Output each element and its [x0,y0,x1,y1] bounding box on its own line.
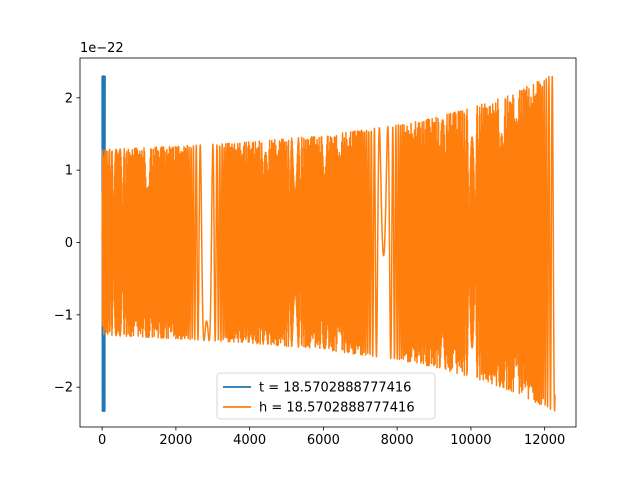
x-tick-label: 6000 [307,433,340,448]
x-tick-label: 2000 [159,433,192,448]
legend-box [216,372,436,420]
y-tick-label: 1 [65,164,73,179]
x-tick-label: 12000 [524,433,565,448]
x-tick-label: 4000 [233,433,266,448]
y-tick-label: 2 [65,91,73,106]
y-tick-label: −2 [54,381,73,396]
x-tick-label: 10000 [450,433,491,448]
x-tick-label: 8000 [381,433,414,448]
legend: t = 18.5702888777416 h = 18.5702888777416 [216,372,436,420]
y-offset-label: 1e−22 [80,41,124,56]
legend-label-1: t = 18.5702888777416 [259,381,411,396]
series-line-2 [101,75,556,412]
legend-label-2: h = 18.5702888777416 [259,401,415,416]
y-tick-label: 0 [65,236,73,251]
axes: 0 2000 4000 6000 8000 10000 12000 −2 −1 0 1 2 [54,57,577,448]
y-tick-label: −1 [54,308,73,323]
plot-area [101,75,556,412]
x-tick-label: 0 [98,433,106,448]
series-line-1 [101,75,106,412]
